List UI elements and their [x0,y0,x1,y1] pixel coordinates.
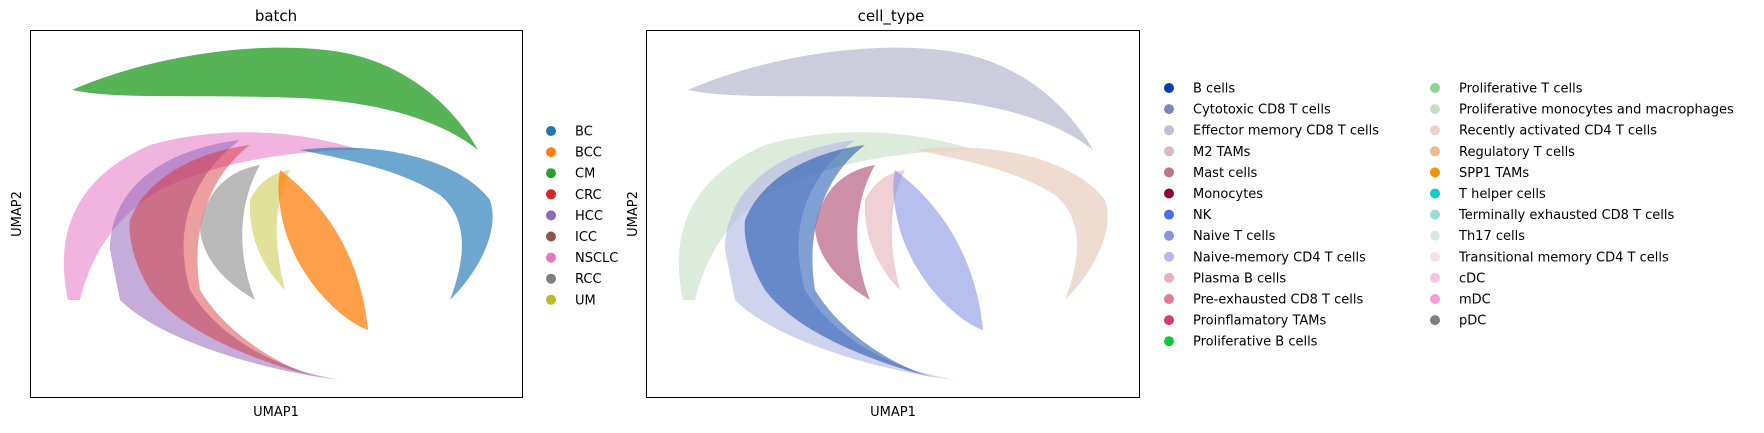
chart-title-cell-type: cell_type [858,7,925,26]
legend-label-pre-exhausted-cd8-t-cells: Pre-exhausted CD8 T cells [1193,293,1363,308]
y-axis-label-cell-type: UMAP2 [626,191,641,237]
legend-label-recently-activated-cd4-t-cells: Recently activated CD4 T cells [1459,124,1657,139]
legend-marker-terminally-exhausted-cd8-t-cells [1430,209,1440,220]
legend-label-spp1-tams: SPP1 TAMs [1459,166,1529,181]
legend-label-b-cells: B cells [1193,82,1235,97]
legend-label-effector-memory-cd8-t-cells: Effector memory CD8 T cells [1193,124,1379,139]
legend-marker-t-helper-cells [1430,188,1440,199]
cluster-pre-exhausted [864,170,905,290]
legend-marker-icc [546,231,556,242]
cluster-um [249,170,290,290]
cluster-nsclc [63,132,361,300]
legend-label-monocytes: Monocytes [1193,187,1263,202]
legend-marker-transitional-memory-cd4-t-cells [1430,251,1440,262]
legend-label-th17-cells: Th17 cells [1458,229,1525,244]
legend-marker-pdc [1430,315,1440,326]
legend-marker-effector-memory-cd8-t-cells [1164,125,1174,136]
legend-marker-um [546,294,556,305]
legend-label-nsclc: NSCLC [575,251,618,266]
cluster-outer-arc [678,132,975,300]
legend-marker-b-cells [1164,83,1174,93]
legend-label-cdc: cDC [1459,271,1485,286]
legend-label-proinflamatory-tams: Proinflamatory TAMs [1193,314,1327,329]
legend-marker-nk [1164,209,1174,220]
legend-batch: BC BCC CM CRC HCC ICC NSCLC RCC UM [546,125,618,308]
legend-marker-proliferative-monocytes-and-macrophages [1430,104,1440,115]
cluster-bcc [278,170,368,330]
legend-label-hcc: HCC [575,209,603,224]
plot-frame-cell-type [646,30,1140,398]
cluster-rcc [200,165,260,300]
legend-label-proliferative-t-cells: Proliferative T cells [1459,82,1583,97]
legend-marker-spp1-tams [1430,167,1440,178]
legend-label-m2-tams: M2 TAMs [1193,145,1251,160]
legend-label-rcc: RCC [575,272,602,287]
cluster-effector-memory [893,170,983,330]
legend-label-plasma-b-cells: Plasma B cells [1193,271,1286,286]
x-axis-label-cell-type: UMAP1 [870,405,916,420]
panel-cell-type: cell_type UMAP1 UMAP2 B cells Cytotoxic C… [626,7,1734,420]
legend-marker-m2-tams [1164,146,1174,157]
legend-marker-rcc [546,273,556,284]
chart-title-batch: batch [255,7,297,25]
legend-label-cm: CM [575,167,595,182]
legend-label-um: UM [575,293,596,308]
cluster-right-hook [915,147,1108,300]
legend-label-bcc: BCC [575,146,602,161]
legend-label-terminally-exhausted-cd8-t-cells: Terminally exhausted CD8 T cells [1458,208,1674,223]
legend-marker-naive-t-cells [1164,230,1174,241]
cluster-b-cells-stripe [744,145,935,378]
legend-marker-regulatory-t-cells [1430,146,1440,157]
legend-marker-mast-cells [1164,167,1174,178]
legend-label-t-helper-cells: T helper cells [1458,187,1546,202]
legend-cell-type: B cells Cytotoxic CD8 T cells Effector mem… [1164,82,1734,350]
legend-marker-naive-memory-cd4-t-cells [1164,251,1174,262]
legend-marker-proinflamatory-tams [1164,315,1174,326]
cluster-bc [300,147,493,300]
legend-label-proliferative-b-cells: Proliferative B cells [1193,335,1318,350]
legend-marker-hcc [546,210,556,221]
legend-marker-bcc [546,147,556,158]
legend-marker-cdc [1430,272,1440,283]
legend-marker-mdc [1430,294,1440,304]
cluster-cm [72,47,478,150]
legend-marker-plasma-b-cells [1164,272,1174,283]
legend-label-nk: NK [1193,208,1212,223]
legend-label-naive-t-cells: Naive T cells [1193,229,1276,244]
legend-label-mdc: mDC [1459,293,1491,308]
legend-marker-cm [546,168,556,179]
legend-marker-pre-exhausted-cd8-t-cells [1164,294,1174,304]
legend-label-transitional-memory-cd4-t-cells: Transitional memory CD4 T cells [1458,250,1669,265]
cluster-upper-crescent [688,47,1093,150]
y-axis-label-batch: UMAP2 [10,191,25,237]
legend-label-crc: CRC [575,188,602,203]
legend-marker-monocytes [1164,188,1174,199]
panel-batch: batch UMAP1 UMAP2 BC BCC CM CRC HCC ICC NSCLC R… [10,7,618,420]
legend-marker-cytotoxic-cd8-t-cells [1164,104,1174,115]
legend-marker-recently-activated-cd4-t-cells [1430,125,1440,136]
legend-marker-nsclc [546,252,556,263]
legend-marker-proliferative-t-cells [1430,83,1440,93]
legend-label-pdc: pDC [1459,314,1486,329]
x-axis-label-batch: UMAP1 [253,405,299,420]
legend-marker-th17-cells [1430,230,1440,241]
plot-frame-batch [30,30,523,398]
legend-label-naive-memory-cd4-t-cells: Naive-memory CD4 T cells [1193,250,1366,265]
legend-label-regulatory-t-cells: Regulatory T cells [1459,145,1575,160]
legend-marker-crc [546,189,556,200]
legend-label-bc: BC [575,125,593,140]
scatter-area-cell-type [678,47,1108,380]
cluster-monocytes [815,165,875,300]
legend-marker-bc [546,126,556,136]
legend-marker-proliferative-b-cells [1164,336,1174,347]
legend-label-icc: ICC [575,230,597,245]
legend-label-mast-cells: Mast cells [1193,166,1258,181]
legend-label-proliferative-monocytes-and-macrophages: Proliferative monocytes and macrophages [1459,103,1734,118]
cluster-hcc [110,140,340,380]
legend-label-cytotoxic-cd8-t-cells: Cytotoxic CD8 T cells [1193,103,1331,118]
cluster-crc [129,145,320,378]
scatter-area-batch [63,47,493,380]
